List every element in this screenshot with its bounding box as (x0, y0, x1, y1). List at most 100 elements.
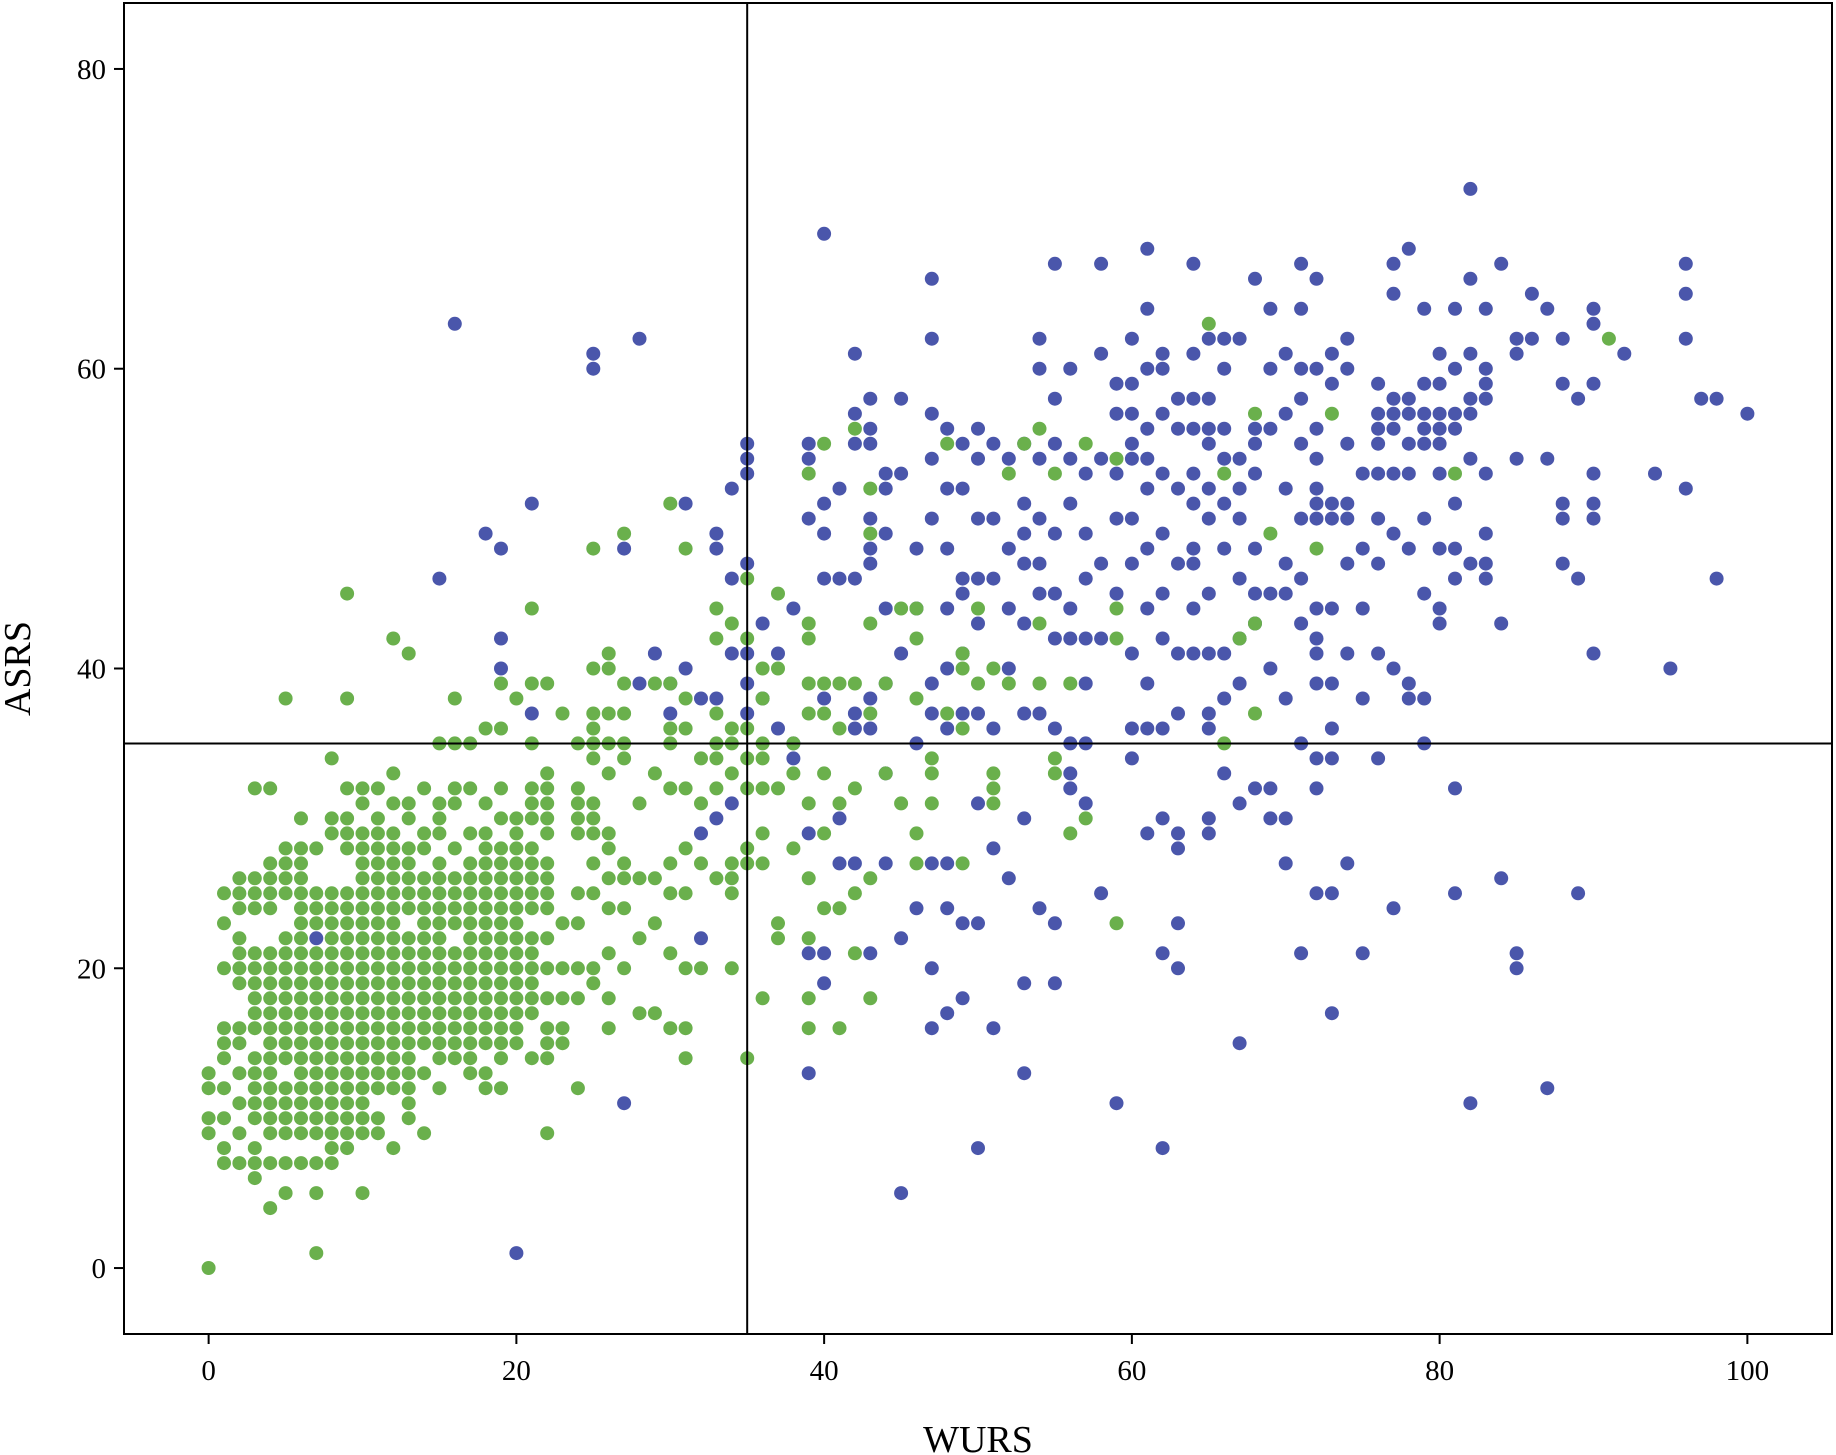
data-point (894, 796, 909, 811)
data-point (909, 601, 924, 616)
data-point (924, 406, 939, 421)
data-point (1217, 331, 1232, 346)
data-point (1047, 916, 1062, 931)
data-point (340, 1006, 355, 1021)
data-point (1324, 406, 1339, 421)
data-point (755, 826, 770, 841)
data-point (509, 841, 524, 856)
data-point (1248, 781, 1262, 796)
data-point (1586, 301, 1601, 316)
data-point (1324, 496, 1339, 511)
data-point (1201, 706, 1216, 721)
data-point (1340, 496, 1355, 511)
data-point (986, 781, 1001, 796)
data-point (355, 976, 370, 991)
data-point (678, 721, 693, 736)
data-point (1371, 376, 1386, 391)
data-point (463, 1051, 478, 1066)
data-point (1740, 406, 1755, 421)
data-point (294, 1021, 308, 1036)
data-point (309, 1006, 324, 1021)
data-point (401, 646, 416, 661)
data-point (1586, 466, 1601, 481)
data-point (555, 1021, 570, 1036)
data-point (1509, 346, 1524, 361)
data-point (1371, 406, 1386, 421)
data-point (463, 856, 478, 871)
data-point (1309, 631, 1324, 646)
data-point (263, 1096, 278, 1111)
data-point (801, 1066, 816, 1081)
data-point (971, 616, 985, 631)
x-tick-label: 80 (1425, 1355, 1454, 1387)
data-point (1263, 811, 1278, 826)
data-point (1094, 886, 1109, 901)
data-point (586, 811, 601, 826)
data-point (1448, 406, 1462, 421)
data-point (555, 1036, 570, 1051)
data-point (1278, 346, 1293, 361)
data-point (355, 1081, 370, 1096)
data-point (417, 871, 432, 886)
data-point (1294, 511, 1309, 526)
data-point (1032, 706, 1047, 721)
data-point (555, 991, 570, 1006)
data-point (1478, 556, 1493, 571)
data-point (417, 886, 432, 901)
data-point (1386, 406, 1401, 421)
data-point (1155, 346, 1170, 361)
data-point (232, 1096, 247, 1111)
data-point (324, 961, 339, 976)
data-point (324, 1021, 339, 1036)
data-point (1294, 436, 1309, 451)
data-point (417, 1066, 432, 1081)
data-point (1248, 586, 1262, 601)
data-point (924, 271, 939, 286)
data-point (1124, 511, 1139, 526)
y-axis-ticks: 0 20 40 60 80 (77, 54, 124, 1285)
data-point (1109, 376, 1124, 391)
data-point (1648, 466, 1662, 481)
data-point (1432, 601, 1447, 616)
data-point (1263, 361, 1278, 376)
data-point (417, 781, 432, 796)
data-point (370, 781, 385, 796)
data-point (355, 871, 370, 886)
data-point (324, 1066, 339, 1081)
data-point (309, 1096, 324, 1111)
data-point (401, 1021, 416, 1036)
data-point (724, 616, 739, 631)
data-point (801, 451, 816, 466)
data-point (340, 1051, 355, 1066)
data-point (755, 991, 770, 1006)
data-point (647, 871, 662, 886)
data-point (247, 1081, 262, 1096)
data-point (817, 826, 832, 841)
data-point (340, 1126, 355, 1141)
data-point (1371, 556, 1386, 571)
data-point (570, 826, 585, 841)
data-point (724, 961, 739, 976)
data-point (324, 976, 339, 991)
data-point (309, 976, 324, 991)
data-point (540, 766, 555, 781)
data-point (370, 871, 385, 886)
data-point (447, 916, 462, 931)
data-point (1248, 271, 1262, 286)
data-point (1386, 286, 1401, 301)
data-point (570, 991, 585, 1006)
data-point (1309, 421, 1324, 436)
data-point (540, 811, 555, 826)
data-point (355, 1186, 370, 1201)
data-point (1047, 721, 1062, 736)
data-point (1186, 556, 1201, 571)
data-point (340, 1141, 355, 1156)
data-point (263, 1081, 278, 1096)
data-point (724, 646, 739, 661)
data-point (586, 721, 601, 736)
y-tick-label: 80 (77, 54, 106, 86)
data-point (447, 1051, 462, 1066)
data-point (1032, 616, 1047, 631)
data-point (1294, 391, 1309, 406)
data-point (324, 1126, 339, 1141)
